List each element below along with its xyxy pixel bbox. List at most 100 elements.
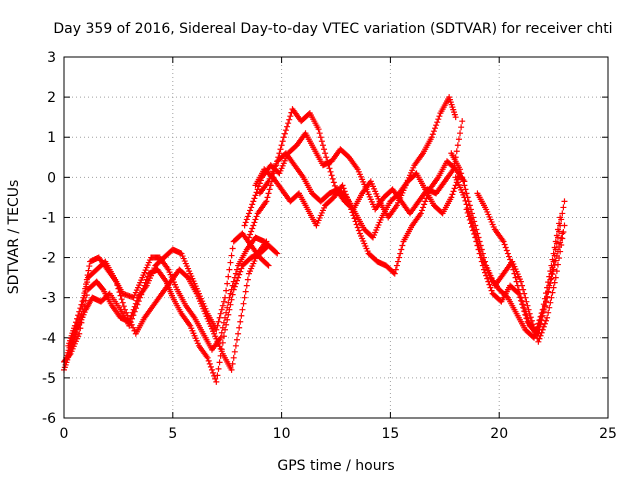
data-point-marker — [220, 298, 227, 305]
data-point-marker — [215, 318, 222, 325]
data-point-marker — [457, 166, 464, 173]
data-point-marker — [533, 330, 540, 337]
chart-title: Day 359 of 2016, Sidereal Day-to-day VTE… — [53, 21, 612, 37]
y-tick-label: -6 — [42, 411, 56, 427]
data-point-marker — [220, 333, 227, 340]
data-point-marker — [236, 271, 243, 278]
data-point-marker — [560, 204, 567, 211]
data-point-marker — [267, 182, 274, 189]
data-point-marker — [245, 234, 252, 241]
data-point-marker — [218, 329, 225, 336]
data-point-marker — [80, 294, 87, 301]
data-point-marker — [237, 268, 244, 275]
data-point-marker — [556, 228, 563, 235]
data-point-marker — [317, 134, 324, 141]
series-track-11 — [474, 190, 568, 337]
data-point-marker — [544, 314, 551, 321]
data-point-marker — [459, 174, 466, 181]
data-point-marker — [516, 294, 523, 301]
data-point-marker — [204, 354, 211, 361]
data-point-marker — [538, 313, 545, 320]
data-point-marker — [397, 250, 404, 257]
data-point-marker — [227, 259, 234, 266]
data-point-marker — [429, 131, 436, 138]
data-point-marker — [217, 334, 224, 341]
data-point-marker — [553, 240, 560, 247]
data-point-marker — [513, 278, 520, 285]
data-point-marker — [278, 142, 285, 149]
data-point-marker — [218, 306, 225, 313]
data-point-marker — [210, 369, 217, 376]
data-point-marker — [511, 270, 518, 277]
data-point-marker — [287, 113, 294, 120]
data-point-marker — [238, 265, 245, 272]
plot-frame — [63, 56, 609, 419]
data-point-marker — [216, 359, 223, 366]
data-point-marker — [453, 148, 460, 155]
data-point-marker — [228, 286, 235, 293]
series-track-12 — [463, 206, 566, 337]
data-point-marker — [417, 210, 424, 217]
data-point-marker — [541, 320, 548, 327]
data-point-marker — [280, 134, 287, 141]
data-point-marker — [553, 268, 560, 275]
data-point-marker — [238, 312, 245, 319]
data-point-marker — [525, 306, 532, 313]
data-point-marker — [522, 311, 529, 318]
data-point-marker — [116, 289, 123, 296]
data-point-marker — [448, 194, 455, 201]
data-point-marker — [83, 281, 90, 288]
data-point-marker — [244, 276, 251, 283]
data-point-marker — [422, 198, 429, 205]
data-point-marker — [545, 289, 552, 296]
data-point-marker — [273, 249, 280, 256]
data-point-marker — [557, 222, 564, 229]
data-point-marker — [247, 207, 254, 214]
data-point-marker — [323, 154, 330, 161]
data-point-marker — [507, 256, 514, 263]
data-point-marker — [213, 378, 220, 385]
data-point-marker — [355, 227, 362, 234]
data-point-marker — [99, 285, 106, 292]
data-point-marker — [247, 231, 254, 238]
data-point-marker — [326, 165, 333, 172]
data-point-marker — [535, 338, 542, 345]
data-point-marker — [219, 324, 226, 331]
data-point-marker — [557, 239, 564, 246]
data-point-marker — [452, 114, 459, 121]
series-track-8 — [256, 150, 464, 241]
data-point-marker — [392, 266, 399, 273]
data-point-marker — [281, 130, 288, 137]
data-point-marker — [558, 216, 565, 223]
data-point-marker — [248, 228, 255, 235]
data-point-marker — [81, 303, 88, 310]
data-point-marker — [220, 319, 227, 326]
data-point-marker — [205, 357, 212, 364]
data-point-marker — [430, 128, 437, 135]
x-axis-title: GPS time / hours — [277, 458, 394, 474]
data-point-marker — [339, 182, 346, 189]
data-point-marker — [82, 297, 89, 304]
data-point-marker — [227, 290, 234, 297]
data-point-marker — [216, 314, 223, 321]
data-point-marker — [251, 219, 258, 226]
data-point-marker — [83, 292, 90, 299]
data-point-marker — [501, 241, 508, 248]
axis-ticks — [63, 56, 609, 419]
data-point-marker — [229, 245, 236, 252]
data-point-marker — [252, 192, 259, 199]
data-point-marker — [130, 306, 137, 313]
data-point-marker — [546, 284, 553, 291]
data-point-marker — [552, 274, 559, 281]
series-track-1 — [61, 242, 281, 385]
data-point-marker — [467, 220, 474, 227]
data-point-marker — [85, 267, 92, 274]
data-point-marker — [465, 213, 472, 220]
data-point-marker — [455, 136, 462, 143]
data-point-marker — [475, 246, 482, 253]
data-point-marker — [249, 201, 256, 208]
data-point-marker — [213, 326, 220, 333]
data-point-marker — [319, 142, 326, 149]
data-point-marker — [219, 302, 226, 309]
data-point-marker — [242, 219, 249, 226]
